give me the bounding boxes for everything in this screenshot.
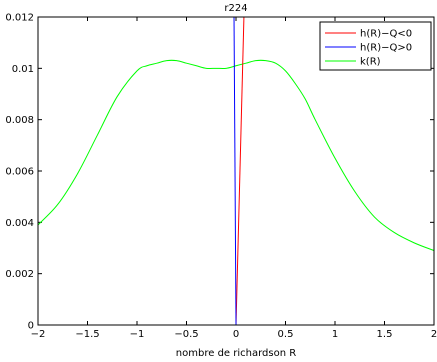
series-line-2 xyxy=(37,59,435,252)
x-tick-label: 1.5 xyxy=(377,329,393,340)
x-tick-label: 1 xyxy=(332,329,338,340)
y-tick-label: 0.006 xyxy=(5,167,34,178)
x-tick-label: −1.5 xyxy=(75,329,99,340)
axes-frame xyxy=(37,16,435,326)
x-axis-label: nombre de richardson R xyxy=(176,348,296,359)
y-tick-label: 0.008 xyxy=(5,115,34,126)
y-tick-label: 0 xyxy=(28,321,34,332)
y-tick-label: 0.012 xyxy=(5,13,34,24)
legend-label: k(R) xyxy=(360,57,381,68)
x-tick-label: −1 xyxy=(130,329,145,340)
x-tick-label: 2 xyxy=(431,329,437,340)
legend-label: h(R)−Q>0 xyxy=(360,43,412,54)
x-tick-label: −0.5 xyxy=(174,329,198,340)
legend-box xyxy=(319,21,432,71)
x-tick-label: −2 xyxy=(31,329,46,340)
y-tick-label: 0.002 xyxy=(5,269,34,280)
x-tick-label: 0 xyxy=(233,329,239,340)
chart-title: r224 xyxy=(224,3,247,14)
series-layer xyxy=(37,16,435,326)
legend-label: h(R)−Q<0 xyxy=(360,29,412,40)
y-tick-label: 0.01 xyxy=(12,64,34,75)
legend: h(R)−Q<0 h(R)−Q>0 k(R) xyxy=(319,21,432,71)
series-line-0 xyxy=(235,16,245,326)
series-line-1 xyxy=(233,16,237,326)
y-tick-label: 0.004 xyxy=(5,218,34,229)
x-tick-label: 0.5 xyxy=(278,329,294,340)
